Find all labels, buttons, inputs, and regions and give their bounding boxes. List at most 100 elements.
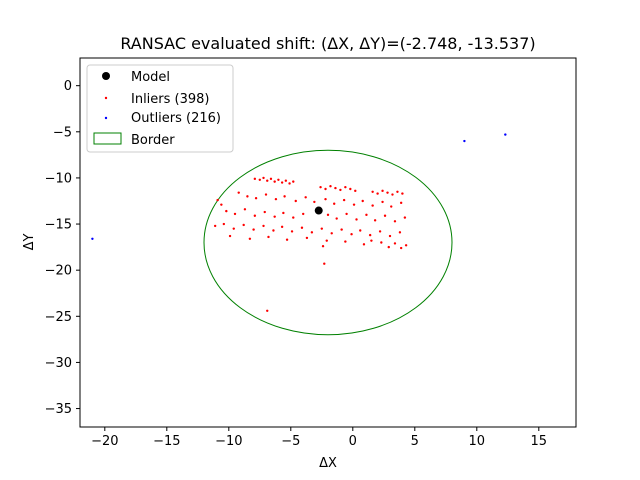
inlier-point	[269, 177, 273, 181]
inlier-point	[326, 213, 330, 217]
legend-outliers-marker	[104, 116, 108, 120]
plot-area	[79, 57, 577, 428]
inlier-point	[323, 262, 326, 265]
inlier-point	[292, 216, 295, 219]
inlier-point	[362, 243, 366, 246]
inlier-point	[325, 239, 328, 242]
inlier-point	[242, 223, 245, 227]
inlier-point	[393, 220, 397, 223]
y-axis-label: ΔY	[22, 234, 37, 251]
inlier-point	[381, 189, 384, 193]
inlier-point	[334, 186, 337, 190]
inlier-point	[359, 229, 362, 232]
legend-inliers-label: Inliers (398)	[131, 92, 210, 107]
model-point	[314, 206, 323, 215]
inlier-point	[386, 191, 389, 194]
inlier-point	[290, 230, 294, 233]
inlier-point	[294, 199, 297, 203]
x-tick-label: −5	[281, 434, 300, 449]
inlier-point	[365, 213, 368, 217]
border-ellipse	[203, 149, 453, 336]
chart-title: RANSAC evaluated shift: (ΔX, ΔY)=(-2.748…	[120, 34, 535, 53]
inlier-point	[285, 238, 289, 241]
y-tick-label: −25	[45, 310, 72, 325]
inlier-point	[288, 182, 291, 185]
inlier-point	[273, 215, 276, 218]
inlier-point	[262, 224, 265, 228]
points-layer	[91, 133, 507, 312]
legend-model-label: Model	[131, 70, 170, 85]
legend-model-marker	[102, 72, 110, 80]
inlier-point	[273, 180, 276, 183]
inlier-point	[262, 176, 265, 180]
legend-border-label: Border	[131, 133, 175, 148]
inlier-point	[252, 228, 255, 231]
inlier-point	[277, 178, 280, 181]
y-tick-label: −5	[53, 125, 72, 140]
outlier-point	[463, 139, 466, 143]
legend-outliers-label: Outliers (216)	[131, 111, 221, 126]
inlier-point	[292, 180, 295, 183]
x-tick-label: −15	[153, 434, 180, 449]
inlier-point	[387, 245, 390, 249]
inlier-point	[373, 219, 377, 222]
inlier-point	[399, 201, 403, 205]
x-tick-label: 10	[469, 434, 486, 449]
inlier-point	[324, 187, 327, 191]
border-layer	[203, 149, 453, 336]
inlier-point	[324, 197, 327, 201]
x-tick-label: 5	[411, 434, 419, 449]
x-axis-ticks: −20 −15 −10 −5 0 5 10 15	[91, 427, 547, 449]
inlier-point	[361, 199, 364, 203]
y-tick-label: −20	[45, 264, 72, 279]
inlier-point	[283, 195, 286, 198]
inlier-point	[371, 190, 374, 193]
legend-box	[86, 64, 234, 153]
inlier-point	[342, 198, 346, 202]
inlier-point	[383, 214, 387, 217]
inlier-point	[393, 242, 397, 245]
inlier-point	[403, 216, 407, 219]
inlier-point	[380, 241, 383, 244]
inlier-point	[284, 179, 288, 182]
inlier-point	[335, 217, 338, 220]
inlier-point	[280, 225, 284, 229]
inlier-point	[368, 233, 372, 237]
inlier-point	[213, 224, 217, 228]
inlier-point	[370, 239, 373, 242]
inlier-point	[233, 212, 237, 216]
inlier-point	[304, 196, 307, 199]
y-tick-label: −35	[45, 402, 72, 417]
inlier-point	[310, 231, 314, 234]
inlier-point	[263, 210, 266, 214]
inlier-point	[388, 234, 392, 238]
inlier-point	[267, 235, 270, 239]
inlier-point	[344, 185, 347, 189]
inlier-point	[305, 236, 309, 240]
inlier-point	[329, 185, 332, 188]
inlier-point	[345, 212, 348, 216]
inlier-point	[349, 187, 352, 191]
inlier-point	[237, 191, 240, 194]
legend: Model Inliers (398) Outliers (216) Borde…	[86, 64, 234, 153]
inlier-point	[391, 193, 394, 196]
inlier-point	[321, 244, 325, 248]
inlier-point	[320, 227, 323, 230]
inlier-point	[274, 197, 278, 201]
inlier-point	[253, 177, 257, 181]
inlier-point	[330, 232, 333, 235]
inlier-point	[390, 205, 393, 208]
inlier-point	[254, 197, 258, 200]
inlier-point	[396, 190, 399, 193]
inlier-point	[264, 193, 268, 196]
inlier-point	[243, 208, 247, 211]
inlier-point	[253, 214, 257, 217]
y-tick-label: −30	[45, 356, 72, 371]
inlier-point	[401, 192, 404, 195]
inlier-point	[300, 226, 304, 229]
x-tick-label: −20	[91, 434, 118, 449]
inlier-point	[302, 212, 305, 216]
outlier-point	[91, 237, 94, 241]
inlier-point	[246, 195, 249, 198]
